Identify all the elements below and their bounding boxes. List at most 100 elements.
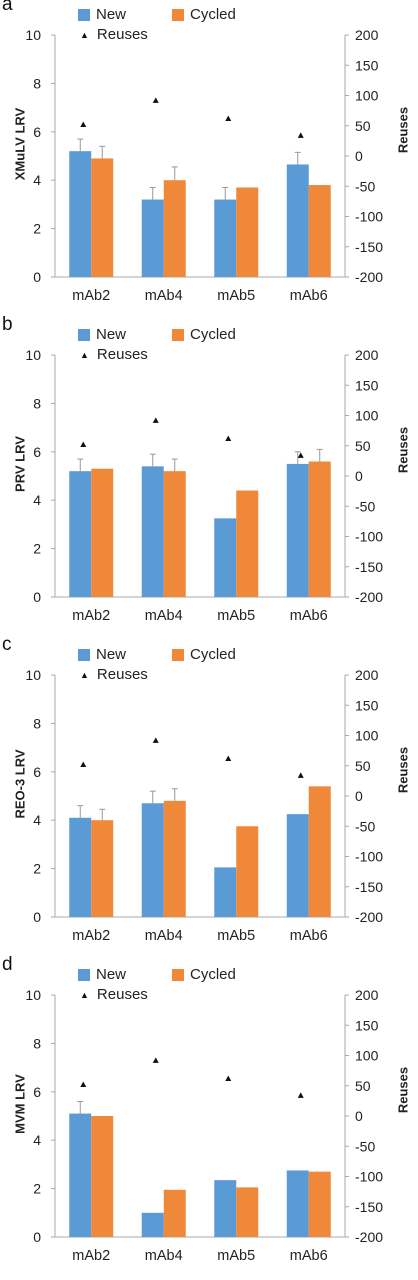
y2-tick-label: 100	[355, 408, 379, 424]
reuse-marker-mAb6	[297, 1092, 304, 1098]
reuse-marker-mAb6	[297, 452, 304, 458]
y-tick-label: 8	[33, 1035, 41, 1051]
legend-triangle-icon: ▲	[80, 989, 89, 1000]
y2-tick-label: 200	[355, 347, 379, 363]
y-tick-label: 8	[33, 395, 41, 411]
x-tick-label-mAb5: mAb5	[217, 928, 255, 944]
y-tick-label: 10	[25, 347, 41, 363]
legend-item-reuses: ▲ Reuses	[78, 346, 148, 363]
legend-item-new: New	[78, 966, 126, 983]
reuse-marker-mAb6	[297, 132, 304, 138]
bar-new-mAb4	[141, 199, 164, 277]
y2-tick-label: -200	[355, 909, 383, 925]
y-tick-label: 6	[33, 124, 41, 140]
reuse-marker-mAb4	[152, 417, 159, 423]
legend-item-cycled: Cycled	[172, 6, 236, 23]
legend-swatch-new	[78, 8, 90, 21]
bar-new-mAb5	[214, 518, 237, 597]
y2-tick-label: -200	[355, 269, 383, 285]
y2-tick-label: -200	[355, 1229, 383, 1245]
y-tick-label: 4	[33, 492, 41, 508]
legend-label-reuses: Reuses	[96, 666, 148, 683]
y2-tick-label: 100	[355, 1048, 379, 1064]
chart-panel-b: 0 2 4 6 8 10 200 150 100 50 0 -50 -100 -150 -200 mAb2 mA…	[0, 314, 418, 640]
chart-panel-d: 0 2 4 6 8 10 200 150 100 50 0 -50 -100 -150 -200 mAb2 mA…	[0, 954, 418, 1280]
y-axis-label: XMuLV LRV	[12, 107, 28, 181]
legend-label-new: New	[96, 646, 127, 663]
y-tick-label: 2	[33, 1181, 41, 1197]
legend-label-cycled: Cycled	[190, 326, 236, 343]
y-tick-label: 4	[33, 812, 41, 828]
y-axis-label: MVM LRV	[12, 1074, 28, 1134]
y-tick-label: 2	[33, 541, 41, 557]
y-tick-label: 0	[33, 1229, 41, 1245]
y2-tick-label: -100	[355, 849, 383, 865]
x-tick-label-mAb4: mAb4	[145, 608, 183, 624]
y-tick-label: 0	[33, 909, 41, 925]
bar-new-mAb6	[286, 814, 309, 917]
legend-triangle-icon: ▲	[80, 669, 89, 680]
bar-cycled-mAb6	[308, 786, 331, 917]
y-tick-label: 6	[33, 444, 41, 460]
bar-cycled-mAb5	[236, 187, 259, 277]
panel-letter: c	[2, 634, 12, 655]
legend-label-cycled: Cycled	[190, 646, 236, 663]
y2-tick-label: 50	[355, 438, 371, 454]
y2-tick-label: 0	[355, 1108, 363, 1124]
bar-cycled-mAb4	[163, 180, 186, 277]
bar-cycled-mAb2	[91, 820, 114, 917]
reuse-marker-mAb2	[80, 1081, 87, 1088]
bar-new-mAb2	[69, 1113, 92, 1237]
reuse-marker-mAb5	[225, 435, 232, 441]
panel-letter: a	[2, 0, 13, 15]
y-tick-label: 4	[33, 1132, 41, 1148]
legend-swatch-cycled	[172, 328, 184, 341]
x-tick-label-mAb5: mAb5	[217, 608, 255, 624]
x-tick-label-mAb4: mAb4	[145, 928, 183, 944]
panel-letter: b	[2, 314, 13, 335]
bar-new-mAb5	[214, 1180, 237, 1237]
legend-triangle-icon: ▲	[80, 29, 89, 40]
y-tick-label: 0	[33, 269, 41, 285]
y2-axis-label: Reuses	[395, 106, 411, 154]
legend-item-reuses: ▲ Reuses	[78, 26, 148, 43]
bar-cycled-mAb2	[91, 468, 114, 597]
x-tick-label-mAb2: mAb2	[72, 608, 110, 624]
bar-cycled-mAb4	[163, 1189, 186, 1237]
y2-tick-label: 200	[355, 987, 379, 1003]
y-tick-label: 8	[33, 715, 41, 731]
y2-tick-label: 100	[355, 728, 379, 744]
bar-new-mAb5	[214, 867, 237, 917]
y2-tick-label: 50	[355, 118, 371, 134]
x-tick-label-mAb6: mAb6	[290, 608, 328, 624]
y2-tick-label: 200	[355, 667, 379, 683]
y2-tick-label: -50	[355, 498, 375, 514]
legend-item-cycled: Cycled	[172, 646, 236, 663]
bar-cycled-mAb2	[91, 1116, 114, 1237]
x-tick-label-mAb2: mAb2	[72, 288, 110, 304]
y-tick-label: 8	[33, 75, 41, 91]
y-tick-label: 10	[25, 667, 41, 683]
y2-axis-label: Reuses	[395, 746, 411, 794]
legend-swatch-new	[78, 328, 90, 341]
x-tick-label-mAb6: mAb6	[290, 928, 328, 944]
y-tick-label: 4	[33, 172, 41, 188]
y2-axis-label: Reuses	[395, 426, 411, 474]
legend-label-cycled: Cycled	[190, 966, 236, 983]
bar-new-mAb6	[286, 463, 309, 597]
bar-cycled-mAb2	[91, 158, 114, 277]
y2-tick-label: 50	[355, 1078, 371, 1094]
y2-tick-label: -100	[355, 529, 383, 545]
y2-tick-label: -150	[355, 879, 383, 895]
bar-cycled-mAb4	[163, 800, 186, 917]
reuse-marker-mAb6	[297, 772, 304, 778]
bar-new-mAb5	[214, 199, 237, 277]
x-tick-label-mAb4: mAb4	[145, 288, 183, 304]
legend-label-new: New	[96, 966, 127, 983]
legend-label-new: New	[96, 326, 127, 343]
y2-tick-label: -50	[355, 1138, 375, 1154]
x-tick-label-mAb6: mAb6	[290, 1248, 328, 1264]
legend-swatch-new	[78, 968, 90, 981]
y2-tick-label: 100	[355, 88, 379, 104]
y-tick-label: 2	[33, 221, 41, 237]
